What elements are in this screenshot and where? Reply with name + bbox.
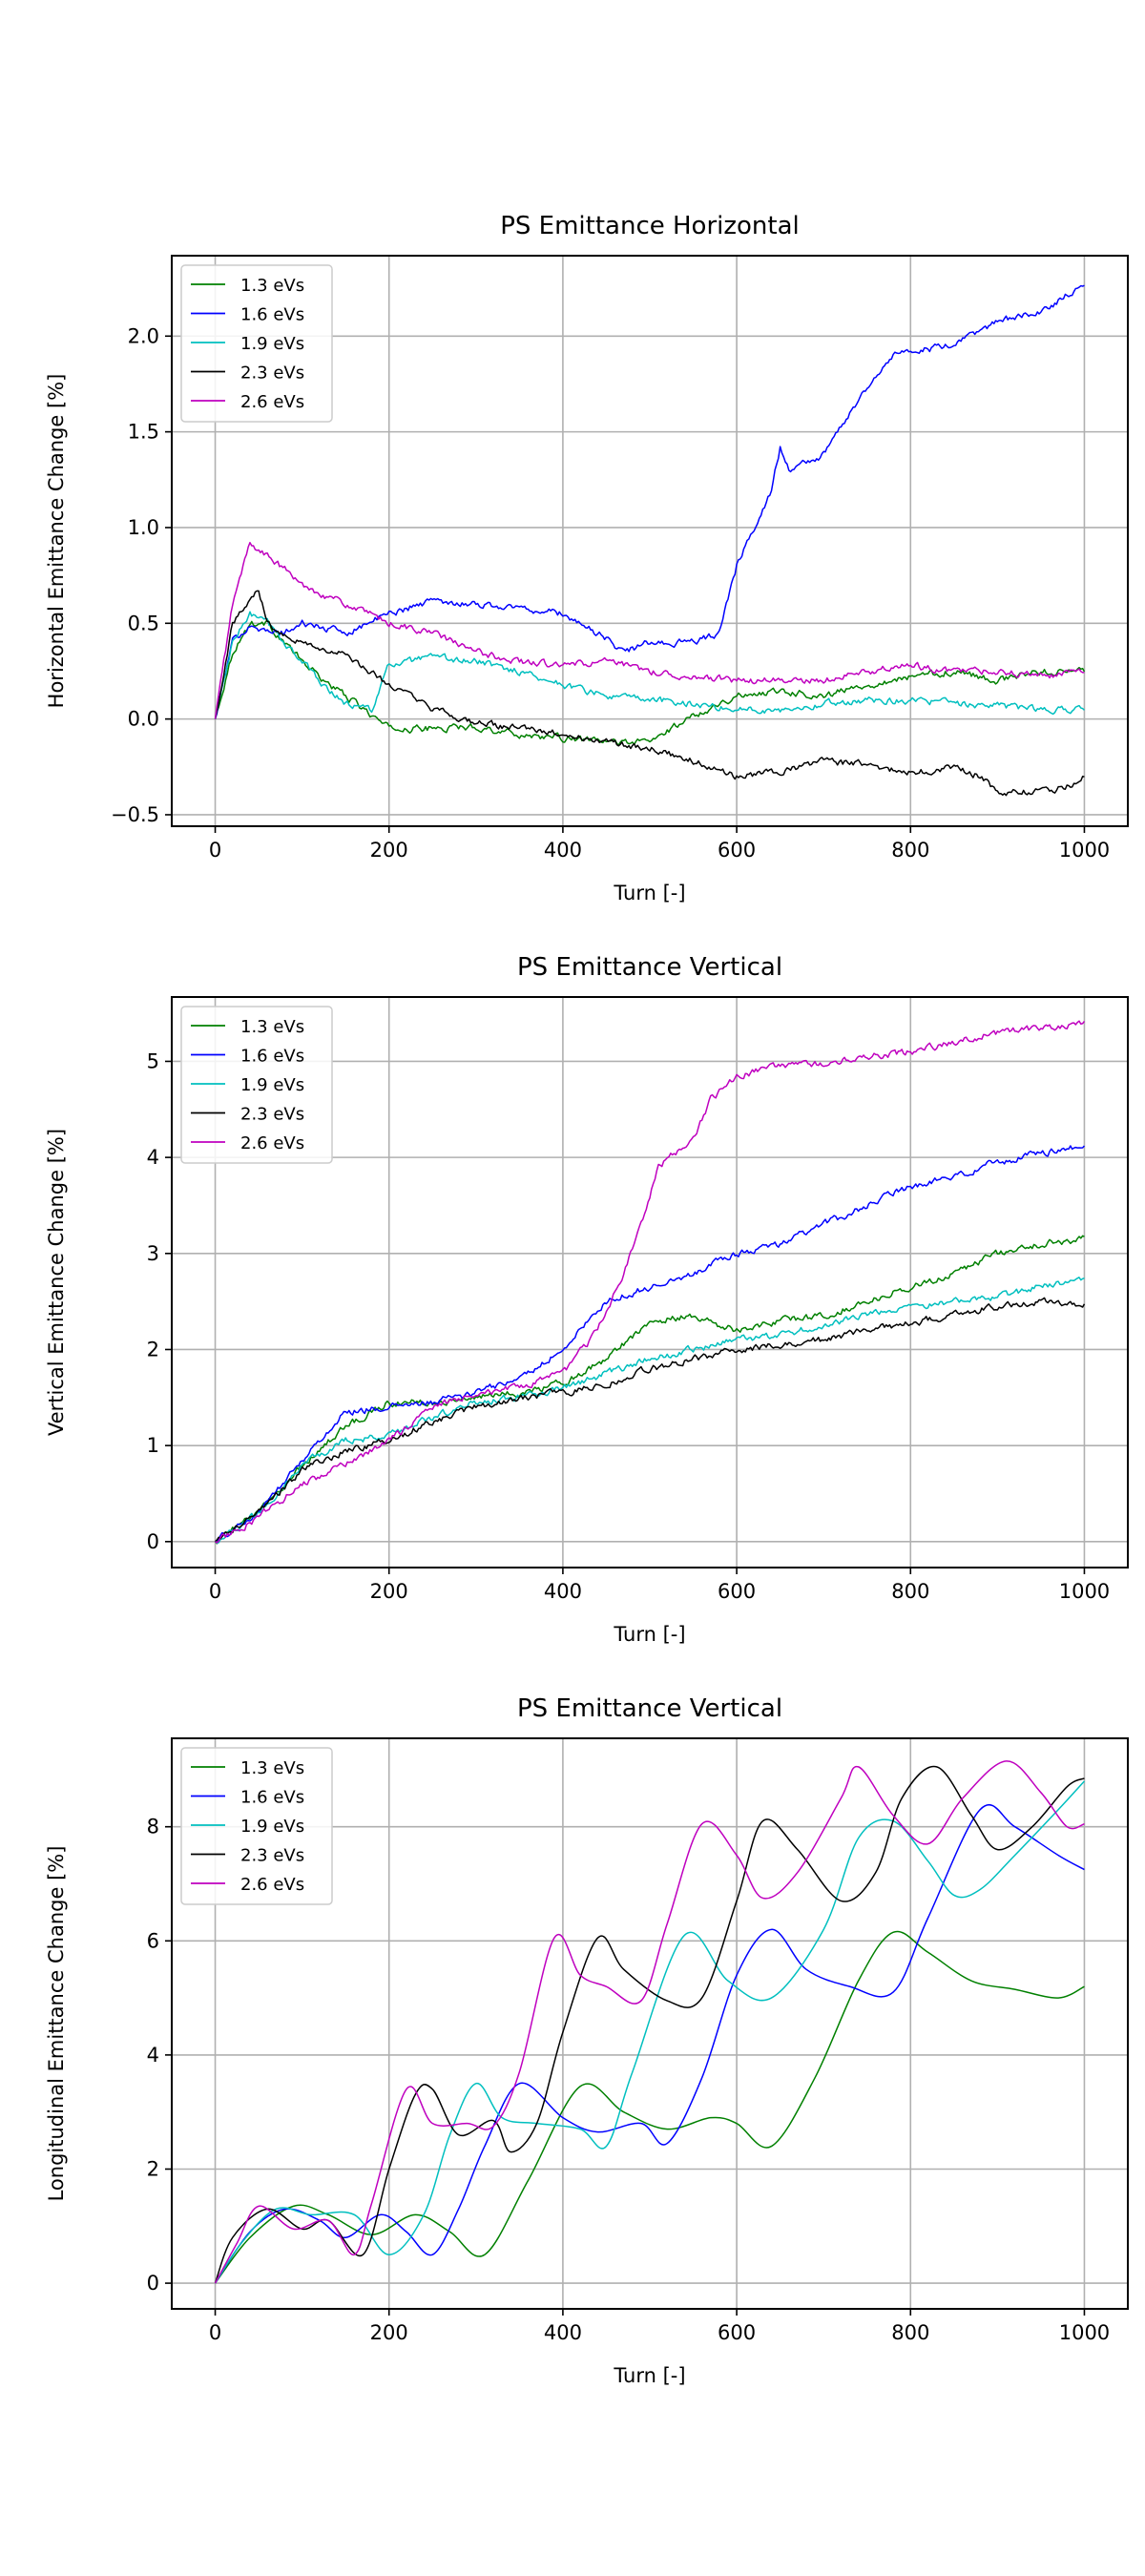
- y-tick-label: −0.5: [111, 803, 159, 826]
- y-tick-label: 0.5: [128, 612, 159, 634]
- y-axis-label: Longitudinal Emittance Change [%]: [45, 1846, 68, 2202]
- y-tick-label: 1.5: [128, 421, 159, 444]
- series-line-1-9-evs: [214, 611, 1085, 719]
- legend-label: 2.6 eVs: [240, 1875, 304, 1895]
- x-tick-label: 0: [209, 839, 221, 862]
- legend-label: 2.3 eVs: [240, 1105, 304, 1125]
- x-tick-label: 0: [209, 2321, 221, 2344]
- legend-label: 2.3 eVs: [240, 364, 304, 384]
- legend-label: 1.3 eVs: [240, 1758, 304, 1778]
- y-tick-label: 6: [147, 1929, 159, 1952]
- legend-label: 2.3 eVs: [240, 1846, 304, 1866]
- series-line-2-3-evs: [214, 590, 1085, 797]
- x-tick-label: 1000: [1059, 839, 1110, 862]
- y-tick-label: 4: [147, 2044, 159, 2067]
- series-line-1-6-evs: [215, 1145, 1085, 1543]
- legend: 1.3 eVs 1.6 eVs 1.9 eVs 2.3 eVs 2.6 eVs: [180, 264, 333, 423]
- series-group: [214, 1020, 1086, 1545]
- series-line-1-9-evs: [215, 1277, 1085, 1545]
- legend: 1.3 eVs 1.6 eVs 1.9 eVs 2.3 eVs 2.6 eVs: [180, 1747, 333, 1905]
- series-line-2-6-evs: [215, 1020, 1086, 1544]
- series-group: [214, 1760, 1086, 2284]
- y-tick-label: 4: [147, 1146, 159, 1169]
- x-tick-label: 600: [718, 2321, 756, 2344]
- x-tick-label: 200: [370, 2321, 408, 2344]
- chart-title: PS Emittance Horizontal: [500, 212, 800, 240]
- series-line-1-3-evs: [214, 619, 1086, 746]
- x-tick-label: 400: [544, 839, 582, 862]
- chart-panel-2: 0 200 400 600 800 1000 0 1 2 3 4 5 PS Emittance Vert…: [45, 953, 1129, 1646]
- legend-label: 1.9 eVs: [240, 334, 304, 354]
- legend-box: [180, 264, 333, 423]
- x-tick-label: 400: [544, 2321, 582, 2344]
- x-axis-label: Turn [-]: [613, 1623, 685, 1646]
- x-tick-label: 1000: [1059, 1580, 1110, 1603]
- y-tick-label: 2.0: [128, 324, 159, 347]
- series-line-1-3-evs: [214, 1235, 1085, 1545]
- x-tick-label: 800: [891, 2321, 929, 2344]
- legend-label: 2.6 eVs: [240, 1133, 304, 1153]
- legend-label: 1.6 eVs: [240, 1788, 304, 1808]
- legend-label: 1.3 eVs: [240, 276, 304, 296]
- y-axis-label: Horizontal Emittance Change [%]: [45, 374, 68, 709]
- x-tick-label: 0: [209, 1580, 221, 1603]
- y-tick-label: 3: [147, 1242, 159, 1265]
- axes-frame: [171, 1737, 1129, 2310]
- series-line-2-3-evs: [214, 1765, 1085, 2284]
- y-tick-label: 1.0: [128, 516, 159, 539]
- x-tick-label: 800: [891, 1580, 929, 1603]
- y-axis-label: Vertical Emittance Change [%]: [45, 1129, 68, 1436]
- x-tick-label: 600: [718, 839, 756, 862]
- axes-frame: [171, 255, 1129, 827]
- legend-label: 1.6 eVs: [240, 1047, 304, 1067]
- y-tick-label: 0: [147, 1530, 159, 1553]
- chart-title: PS Emittance Vertical: [517, 953, 782, 982]
- legend-box: [180, 1006, 333, 1164]
- x-tick-label: 800: [891, 839, 929, 862]
- y-tick-label: 1: [147, 1434, 159, 1457]
- chart-panel-3: 0 200 400 600 800 1000 0 2 4 6 8 PS Emittance Verti…: [45, 1694, 1129, 2387]
- x-tick-label: 200: [370, 1580, 408, 1603]
- legend-box: [180, 1747, 333, 1905]
- series-line-1-6-evs: [214, 1803, 1085, 2284]
- x-tick-label: 400: [544, 1580, 582, 1603]
- y-tick-label: 0: [147, 2272, 159, 2295]
- x-tick-label: 1000: [1059, 2321, 1110, 2344]
- series-line-2-6-evs: [214, 1760, 1085, 2284]
- y-tick-label: 5: [147, 1049, 159, 1072]
- y-tick-label: 0.0: [128, 708, 159, 731]
- series-line-1-9-evs: [214, 1780, 1086, 2284]
- series-line-1-6-evs: [214, 284, 1085, 719]
- x-axis-label: Turn [-]: [613, 2364, 685, 2387]
- y-tick-label: 8: [147, 1816, 159, 1839]
- legend: 1.3 eVs 1.6 eVs 1.9 eVs 2.3 eVs 2.6 eVs: [180, 1006, 333, 1164]
- chart-panel-1: 0 200 400 600 800 1000 −0.5 0.0 0.5 1.0 1.5 2.0 PS E…: [45, 212, 1129, 904]
- legend-label: 1.6 eVs: [240, 305, 304, 325]
- x-tick-label: 600: [718, 1580, 756, 1603]
- chart-title: PS Emittance Vertical: [517, 1694, 782, 1723]
- series-line-2-6-evs: [214, 541, 1085, 719]
- x-axis-label: Turn [-]: [613, 882, 685, 904]
- legend-label: 1.9 eVs: [240, 1075, 304, 1095]
- series-line-2-3-evs: [215, 1297, 1086, 1543]
- axes-frame: [171, 996, 1129, 1568]
- legend-label: 1.3 eVs: [240, 1017, 304, 1037]
- y-tick-label: 2: [147, 1338, 159, 1361]
- legend-label: 2.6 eVs: [240, 392, 304, 412]
- y-tick-label: 2: [147, 2157, 159, 2180]
- x-tick-label: 200: [370, 839, 408, 862]
- series-group: [214, 284, 1086, 797]
- legend-label: 1.9 eVs: [240, 1817, 304, 1837]
